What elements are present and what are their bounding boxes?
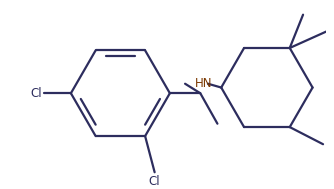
Text: Cl: Cl: [31, 87, 42, 100]
Text: Cl: Cl: [149, 175, 160, 188]
Text: HN: HN: [195, 77, 212, 90]
